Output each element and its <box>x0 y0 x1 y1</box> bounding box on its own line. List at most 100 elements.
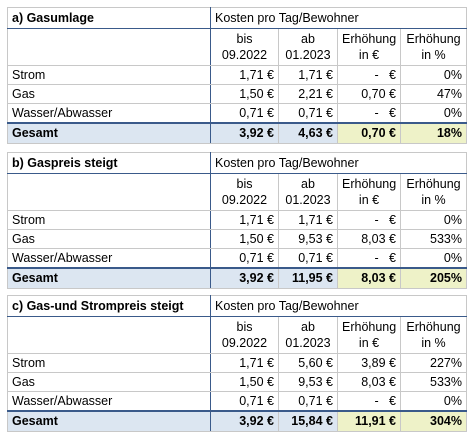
value-cell: 1,71 € <box>210 210 279 230</box>
empty-cell <box>7 28 211 66</box>
column-header: Erhöhung in % <box>400 28 467 66</box>
row-label: Strom <box>7 353 211 373</box>
value-cell: 1,71 € <box>210 65 279 85</box>
header-line: Erhöhung <box>342 177 397 191</box>
header-line: in € <box>358 193 380 207</box>
header-line: 01.2023 <box>285 48 331 62</box>
value-cell: - € <box>337 210 401 230</box>
cost-table: a) Gasumlage Kosten pro Tag/Bewohner bis 09… <box>7 7 467 144</box>
row-label: Wasser/Abwasser <box>7 103 211 124</box>
title-row: b) Gaspreis steigt Kosten pro Tag/Bewohne… <box>7 152 467 174</box>
value-cell: 0,71 € <box>278 391 338 412</box>
total-row: Gesamt 3,92 €15,84 €11,91 €304% <box>7 410 467 432</box>
group-header: Kosten pro Tag/Bewohner <box>210 7 467 29</box>
value-cell: 227% <box>400 353 467 373</box>
value-cell: - € <box>337 391 401 412</box>
value-cell: 0% <box>400 103 467 124</box>
total-cell: 11,91 € <box>337 410 401 432</box>
header-line: 09.2022 <box>221 193 268 207</box>
column-header: Erhöhung in € <box>337 28 401 66</box>
total-cell: 18% <box>400 122 467 144</box>
total-cell: 3,92 € <box>210 122 279 144</box>
value-cell: 9,53 € <box>278 229 338 249</box>
total-cell: 205% <box>400 267 467 289</box>
column-header: ab 01.2023 <box>278 28 338 66</box>
value-cell: 0,71 € <box>210 391 279 412</box>
value-cell: 0,71 € <box>278 103 338 124</box>
header-line: ab <box>301 32 315 46</box>
value-cell: 533% <box>400 372 467 392</box>
value-cell: 1,71 € <box>278 210 338 230</box>
value-cell: 47% <box>400 84 467 104</box>
table-title: c) Gas-und Strompreis steigt <box>7 295 211 317</box>
total-label: Gesamt <box>7 410 211 432</box>
header-line: Erhöhung <box>406 32 461 46</box>
row-label: Strom <box>7 65 211 85</box>
total-label: Gesamt <box>7 267 211 289</box>
total-cell: 3,92 € <box>210 410 279 432</box>
value-cell: 1,50 € <box>210 229 279 249</box>
row-label: Wasser/Abwasser <box>7 391 211 412</box>
total-cell: 11,95 € <box>278 267 338 289</box>
data-row: Wasser/Abwasser 0,71 €0,71 € - €0% <box>7 248 467 269</box>
title-row: a) Gasumlage Kosten pro Tag/Bewohner <box>7 7 467 29</box>
value-cell: 0% <box>400 210 467 230</box>
header-line: Erhöhung <box>342 32 397 46</box>
header-line: in % <box>421 193 446 207</box>
data-row: Gas 1,50 €2,21 €0,70 €47% <box>7 84 467 104</box>
table-title: b) Gaspreis steigt <box>7 152 211 174</box>
value-cell: 5,60 € <box>278 353 338 373</box>
value-cell: 3,89 € <box>337 353 401 373</box>
data-row: Strom 1,71 €1,71 € - €0% <box>7 65 467 85</box>
value-cell: 1,71 € <box>210 353 279 373</box>
total-cell: 4,63 € <box>278 122 338 144</box>
value-cell: - € <box>337 103 401 124</box>
header-line: Erhöhung <box>406 320 461 334</box>
header-line: in % <box>421 48 446 62</box>
total-row: Gesamt 3,92 €11,95 €8,03 €205% <box>7 267 467 289</box>
column-header: Erhöhung in % <box>400 173 467 211</box>
header-row: bis 09.2022 ab 01.2023 Erhöhung in € Erhöhung i… <box>7 173 467 211</box>
header-line: bis <box>236 32 253 46</box>
column-header: bis 09.2022 <box>210 316 279 354</box>
value-cell: 0,71 € <box>210 248 279 269</box>
header-line: 09.2022 <box>221 336 268 350</box>
column-header: Erhöhung in € <box>337 316 401 354</box>
column-header: bis 09.2022 <box>210 173 279 211</box>
header-line: 01.2023 <box>285 336 331 350</box>
data-row: Wasser/Abwasser 0,71 €0,71 € - €0% <box>7 391 467 412</box>
row-label: Gas <box>7 84 211 104</box>
header-row: bis 09.2022 ab 01.2023 Erhöhung in € Erhöhung i… <box>7 28 467 66</box>
value-cell: 1,50 € <box>210 372 279 392</box>
row-label: Strom <box>7 210 211 230</box>
group-header: Kosten pro Tag/Bewohner <box>210 295 467 317</box>
header-line: Erhöhung <box>406 177 461 191</box>
total-cell: 3,92 € <box>210 267 279 289</box>
cost-table: b) Gaspreis steigt Kosten pro Tag/Bewohne… <box>7 152 467 289</box>
total-cell: 8,03 € <box>337 267 401 289</box>
row-label: Gas <box>7 372 211 392</box>
value-cell: - € <box>337 248 401 269</box>
table-title: a) Gasumlage <box>7 7 211 29</box>
header-row: bis 09.2022 ab 01.2023 Erhöhung in € Erhöhung i… <box>7 316 467 354</box>
cost-table: c) Gas-und Strompreis steigt Kosten pro T… <box>7 295 467 432</box>
value-cell: 8,03 € <box>337 372 401 392</box>
total-cell: 15,84 € <box>278 410 338 432</box>
column-header: ab 01.2023 <box>278 316 338 354</box>
group-header: Kosten pro Tag/Bewohner <box>210 152 467 174</box>
total-cell: 0,70 € <box>337 122 401 144</box>
header-line: bis <box>236 177 253 191</box>
header-line: 09.2022 <box>221 48 268 62</box>
empty-cell <box>7 173 211 211</box>
title-row: c) Gas-und Strompreis steigt Kosten pro T… <box>7 295 467 317</box>
row-label: Gas <box>7 229 211 249</box>
column-header: Erhöhung in € <box>337 173 401 211</box>
header-line: in % <box>421 336 446 350</box>
header-line: Erhöhung <box>342 320 397 334</box>
total-cell: 304% <box>400 410 467 432</box>
data-row: Strom 1,71 €1,71 € - €0% <box>7 210 467 230</box>
value-cell: 533% <box>400 229 467 249</box>
value-cell: 9,53 € <box>278 372 338 392</box>
value-cell: 8,03 € <box>337 229 401 249</box>
